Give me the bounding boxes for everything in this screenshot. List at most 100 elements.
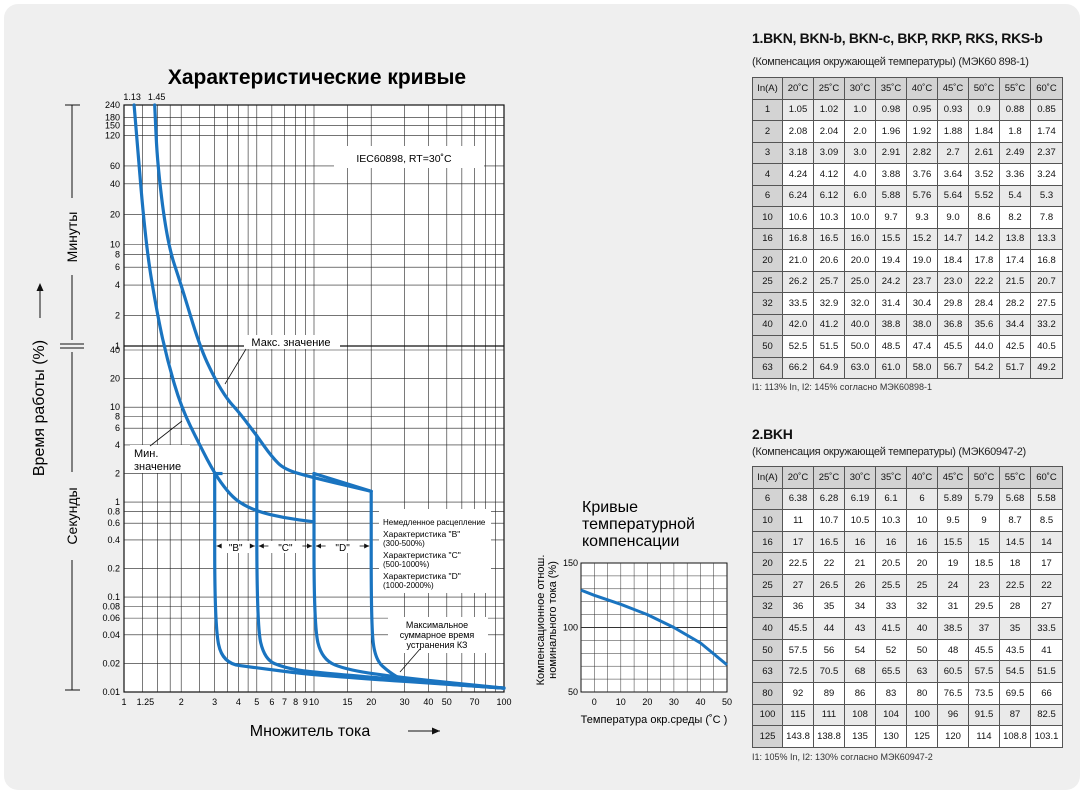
standard-note: IEC60898, RT=30˚C (356, 153, 452, 165)
min-label-bg (130, 445, 190, 473)
table-cell: 42.5 (999, 335, 1031, 358)
table-cell: 72.5 (782, 660, 814, 683)
table-cell: 22.5 (782, 552, 814, 575)
y-tick-label-seconds: 0.01 (102, 687, 120, 697)
table-cell: 3.24 (1030, 163, 1063, 186)
table-cell: 33 (875, 595, 907, 619)
y-tick-label-seconds: 20 (110, 374, 120, 384)
min-label-leader (149, 420, 183, 447)
x-tick-label: 5 (254, 697, 259, 707)
table-cell: 8.5 (1030, 509, 1063, 532)
table-cell: 5.64 (937, 184, 969, 207)
table-cell: 2.82 (906, 141, 938, 164)
table-header-cell: 55˚C (999, 77, 1031, 100)
table-header-cell: 25˚C (813, 466, 845, 489)
table-cell: 38.0 (906, 313, 938, 336)
table-cell: 16 (906, 530, 938, 554)
temp-chart-title-line: компенсации (582, 533, 679, 550)
table-cell: 15.2 (906, 227, 938, 250)
table-cell: 120 (937, 725, 969, 748)
table-cell: 32 (752, 595, 783, 619)
table-cell: 69.5 (999, 681, 1031, 705)
top-marker-145: 1.45 (148, 92, 166, 102)
table-cell: 2.61 (968, 141, 1000, 164)
table-cell: 32 (752, 292, 783, 315)
y-tick-label-minutes: 2 (115, 311, 120, 321)
temp-chart-title-line: температурной (582, 516, 695, 533)
y-tick-label-minutes: 180 (105, 113, 120, 123)
band-d-bg (324, 541, 361, 553)
table-cell: 100 (906, 703, 938, 727)
table-cell: 3.36 (999, 163, 1031, 186)
table-cell: 5.89 (937, 487, 969, 511)
table-cell: 27 (782, 573, 814, 597)
table-cell: 14 (1030, 530, 1063, 554)
table-cell: 35.6 (968, 313, 1000, 336)
main-chart-axes: 1 1.25 2 3 4 5 6 7 8 9 10 15 20 30 40 50 70 1002401801501… (31, 66, 512, 740)
table-cell: 57.5 (782, 638, 814, 662)
table-cell: 25.0 (844, 270, 876, 293)
y-tick-label-minutes: 150 (105, 121, 120, 131)
table-cell: 1 (752, 98, 783, 121)
y-tick-label-seconds: 2 (115, 469, 120, 479)
x-tick-label: 40 (423, 697, 433, 707)
temp-x-tick: 10 (616, 697, 626, 707)
table-cell: 0.95 (906, 98, 938, 121)
x-tick-label: 30 (400, 697, 410, 707)
table-cell: 33.2 (1030, 313, 1063, 336)
table-cell: 104 (875, 703, 907, 727)
y-tick-label-seconds: 40 (110, 345, 120, 355)
table-cell: 25 (906, 573, 938, 597)
table-cell: 80 (752, 681, 783, 705)
table-cell: 38.8 (875, 313, 907, 336)
table-cell: 1.74 (1030, 120, 1063, 143)
table-cell: 21.0 (782, 249, 814, 272)
table-row: 63 72.5 70.5 68 65.5 63 60.5 57.5 54.5 51.5 (752, 660, 1063, 683)
table-cell: 61.0 (875, 356, 907, 379)
x-tick-label: 8 (293, 697, 298, 707)
table-header-cell: 25˚C (813, 77, 845, 100)
table-cell: 1.92 (906, 120, 938, 143)
table-cell: 10 (752, 206, 783, 229)
table-cell: 18 (999, 552, 1031, 575)
table-header-cell: 40˚C (906, 77, 938, 100)
table-cell: 1.96 (875, 120, 907, 143)
table-cell: 10 (906, 509, 938, 532)
table-cell: 15.5 (937, 530, 969, 554)
table-cell: 45.5 (937, 335, 969, 358)
table-cell: 52.5 (782, 335, 814, 358)
table-cell: 63 (752, 356, 783, 379)
table-cell: 41.5 (875, 617, 907, 640)
table-cell: 22.5 (999, 573, 1031, 597)
table-cell: 51.7 (999, 356, 1031, 379)
table-cell: 35 (999, 617, 1031, 640)
band-b-bg (217, 541, 254, 553)
table-cell: 68 (844, 660, 876, 683)
table-cell: 50.0 (844, 335, 876, 358)
table-cell: 5.4 (999, 184, 1031, 207)
table-cell: 47.4 (906, 335, 938, 358)
table-row: 6 6.24 6.12 6.0 5.88 5.76 5.64 5.52 5.4 5.3 (752, 184, 1063, 207)
table-cell: 31.4 (875, 292, 907, 315)
table-cell: 5.52 (968, 184, 1000, 207)
table-cell: 32 (906, 595, 938, 619)
table-cell: 6.19 (844, 487, 876, 511)
y-tick-label-minutes: 240 (105, 100, 120, 110)
table-cell: 10.6 (782, 206, 814, 229)
table-header-row: In(A) 20˚C 25˚C 30˚C 35˚C 40˚C 45˚C 50˚C 55˚C 60˚… (752, 77, 1063, 100)
table-cell: 16 (875, 530, 907, 554)
table-cell: 32.9 (813, 292, 845, 315)
table-header-cell: 45˚C (937, 466, 969, 489)
table-cell: 63 (906, 660, 938, 683)
table-cell: 19.0 (906, 249, 938, 272)
temp-y-label-line1: Компенсационное отнош. (535, 555, 547, 686)
table-cell: 114 (968, 725, 1000, 748)
table-cell: 40.5 (1030, 335, 1063, 358)
table-cell: 19.4 (875, 249, 907, 272)
table-cell: 20.0 (844, 249, 876, 272)
table-cell: 115 (782, 703, 814, 727)
band-d-arrowhead-right (364, 543, 370, 549)
table-cell: 16.8 (782, 227, 814, 250)
table-cell: 54.5 (999, 660, 1031, 683)
y-tick-label-minutes: 20 (110, 209, 120, 219)
